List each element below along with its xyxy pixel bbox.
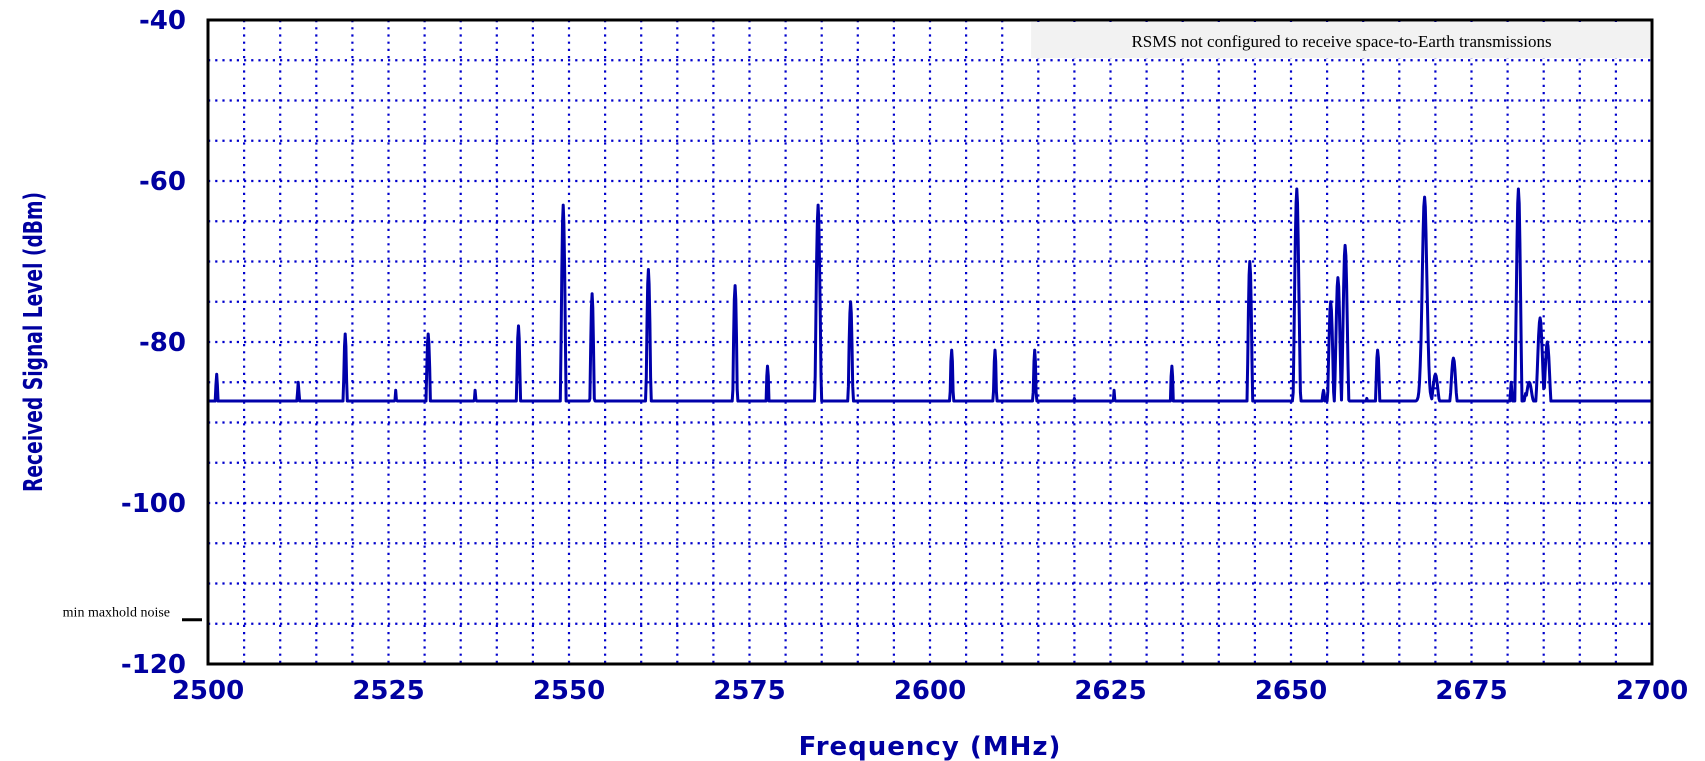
x-tick-label: 2700 xyxy=(1616,676,1688,706)
series-group xyxy=(207,187,1653,403)
x-tick-label: 2650 xyxy=(1255,676,1327,706)
x-axis-title: Frequency (MHz) xyxy=(799,732,1062,761)
x-tick-label: 2525 xyxy=(352,676,424,706)
x-tick-label: 2500 xyxy=(172,676,244,706)
annotation-box: RSMS not configured to receive space-to-… xyxy=(1031,22,1650,58)
series-line xyxy=(207,187,1653,403)
y-tick-label: -120 xyxy=(121,650,186,680)
annotation-text: RSMS not configured to receive space-to-… xyxy=(1131,32,1551,51)
x-tick-label: 2625 xyxy=(1074,676,1146,706)
grid-lines xyxy=(208,20,1652,664)
x-tick-label: 2550 xyxy=(533,676,605,706)
x-axis-ticks: 2500 2525 2550 2575 2600 2625 2650 2675 2700 xyxy=(172,676,1688,706)
y-tick-label: -100 xyxy=(121,489,186,519)
plot-frame xyxy=(206,18,1654,666)
y-tick-label: -40 xyxy=(139,6,186,36)
noise-marker-label: min maxhold noise xyxy=(63,606,170,621)
y-tick-label: -80 xyxy=(139,328,186,358)
y-axis-ticks: -40 -60 -80 -100 -120 xyxy=(121,6,186,680)
x-tick-label: 2575 xyxy=(713,676,785,706)
y-axis-title: Received Signal Level (dBm) xyxy=(19,192,49,492)
x-tick-label: 2600 xyxy=(894,676,966,706)
y-tick-label: -60 xyxy=(139,167,186,197)
noise-marker: min maxhold noise xyxy=(63,606,202,622)
x-tick-label: 2675 xyxy=(1435,676,1507,706)
annotation-background xyxy=(1031,22,1650,58)
